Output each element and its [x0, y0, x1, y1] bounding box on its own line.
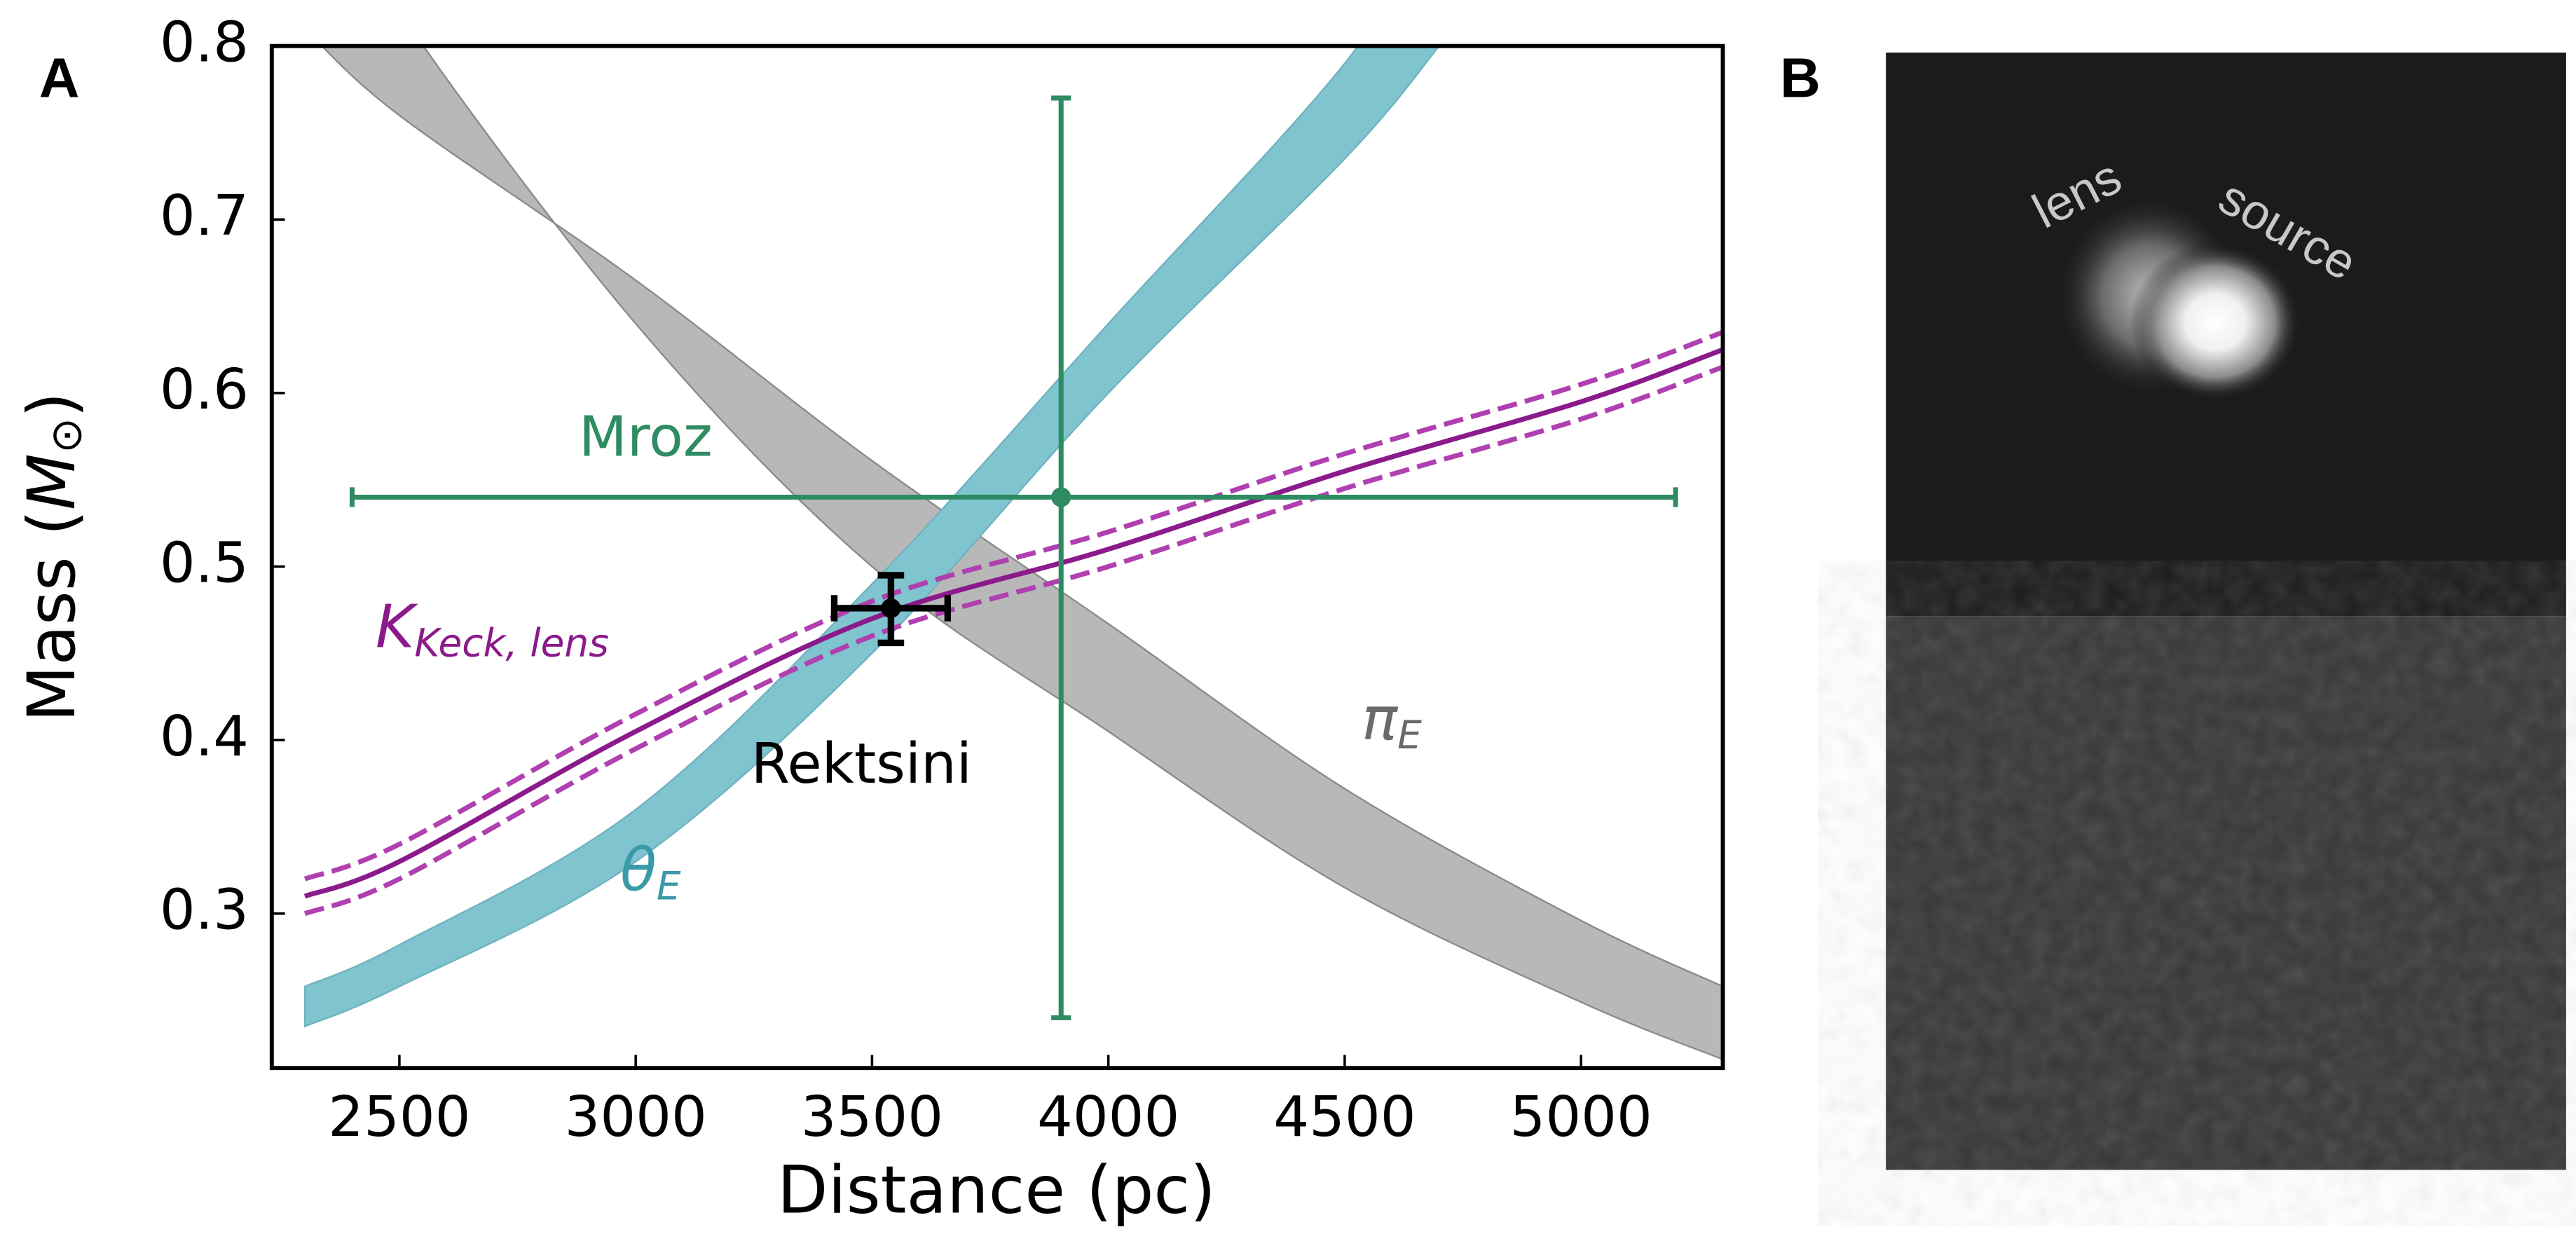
source-blob — [2130, 243, 2301, 401]
x-tick-label: 3500 — [801, 1084, 943, 1149]
y-axis-label: Mass (M⊙) — [14, 392, 92, 722]
point — [1051, 487, 1071, 507]
y-tick-label: 0.3 — [160, 877, 249, 942]
y-label-part: M — [14, 453, 90, 510]
y-tick-label: 0.8 — [160, 10, 249, 75]
annotation-subscript: E — [1397, 713, 1422, 757]
x-tick-label: 4500 — [1273, 1084, 1416, 1149]
y-tick-label: 0.7 — [160, 183, 249, 248]
annotation-text: Mroz — [579, 404, 713, 469]
image-panel: lens source — [1886, 53, 2566, 1170]
annotation: Mroz — [579, 404, 713, 469]
plot-area — [272, 0, 1723, 1068]
x-tick-label: 5000 — [1509, 1084, 1652, 1149]
y-tick-label: 0.6 — [160, 357, 249, 422]
image-noise — [1886, 616, 2566, 1170]
x-tick-label: 3000 — [565, 1084, 707, 1149]
x-axis-label: Distance (pc) — [777, 1153, 1216, 1229]
x-tick-label: 4000 — [1037, 1084, 1179, 1149]
annotation-subscript: Keck, lens — [414, 621, 609, 666]
point — [881, 598, 900, 618]
annotation-text: π — [1362, 685, 1398, 753]
annotation-text: Rektsini — [751, 731, 972, 796]
x-tick-label: 2500 — [328, 1084, 470, 1149]
annotation: Rektsini — [751, 731, 972, 796]
annotation-subscript: E — [657, 864, 681, 909]
figure: A Distance (pc) Mass (M⊙) B lens source … — [0, 0, 2576, 1234]
panel-label: A — [39, 46, 80, 109]
y-label-part: ⊙ — [41, 418, 91, 453]
panel-label: B — [1780, 46, 1821, 109]
y-tick-label: 0.5 — [160, 530, 249, 596]
y-tick-label: 0.4 — [160, 704, 249, 769]
y-label-part: Mass ( — [14, 510, 90, 722]
annotation-text: K — [376, 592, 419, 661]
annotation-text: θ — [620, 835, 657, 904]
y-label-part: ) — [14, 392, 90, 418]
